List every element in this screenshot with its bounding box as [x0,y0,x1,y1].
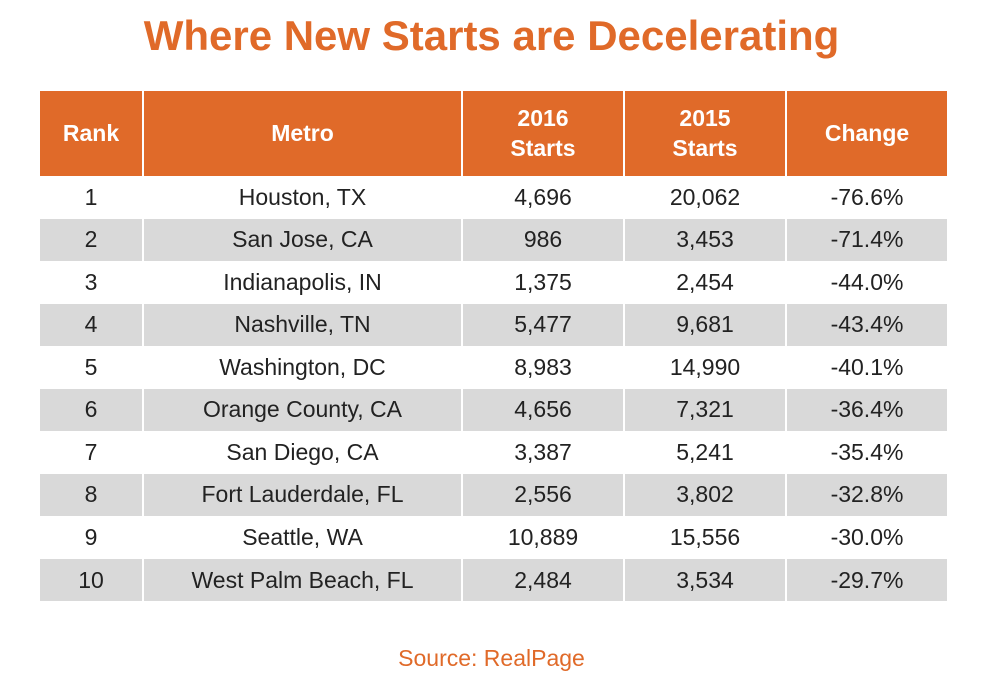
cell-metro: Nashville, TN [143,303,463,346]
cell-starts-2016: 2,556 [462,473,625,516]
table-header-row: Rank Metro 2016 Starts 2015 Starts Change [40,91,947,176]
table-row: 8 Fort Lauderdale, FL 2,556 3,802 -32.8% [40,473,947,516]
cell-starts-2015: 2,454 [624,260,787,304]
cell-rank: 1 [40,175,144,219]
cell-starts-2015: 15,556 [624,515,787,559]
cell-starts-2015: 14,990 [624,345,787,389]
cell-rank: 8 [40,473,144,516]
cell-metro: San Diego, CA [143,430,463,474]
cell-starts-2016: 4,656 [462,388,625,431]
cell-metro: Orange County, CA [143,388,463,431]
cell-starts-2016: 3,387 [462,430,625,474]
cell-rank: 7 [40,430,144,474]
cell-starts-2016: 8,983 [462,345,625,389]
cell-starts-2016: 4,696 [462,175,625,219]
cell-starts-2016: 5,477 [462,303,625,346]
cell-metro: Seattle, WA [143,515,463,559]
cell-rank: 4 [40,303,144,346]
cell-metro: San Jose, CA [143,218,463,261]
table-row: 7 San Diego, CA 3,387 5,241 -35.4% [40,430,947,474]
data-table: Rank Metro 2016 Starts 2015 Starts Change 1 Hou… [40,91,947,601]
cell-starts-2015: 3,802 [624,473,787,516]
cell-starts-2015: 9,681 [624,303,787,346]
cell-starts-2015: 7,321 [624,388,787,431]
cell-change: -71.4% [786,218,947,261]
cell-rank: 6 [40,388,144,431]
cell-change: -30.0% [786,515,947,559]
cell-change: -32.8% [786,473,947,516]
cell-starts-2015: 20,062 [624,175,787,219]
cell-change: -44.0% [786,260,947,304]
cell-starts-2015: 3,453 [624,218,787,261]
cell-rank: 2 [40,218,144,261]
table-row: 6 Orange County, CA 4,656 7,321 -36.4% [40,388,947,431]
table-row: 4 Nashville, TN 5,477 9,681 -43.4% [40,303,947,346]
cell-starts-2016: 10,889 [462,515,625,559]
cell-metro: Indianapolis, IN [143,260,463,304]
cell-starts-2015: 5,241 [624,430,787,474]
cell-starts-2015: 3,534 [624,558,787,601]
column-header-starts-2015: 2015 Starts [624,91,787,176]
table-row: 10 West Palm Beach, FL 2,484 3,534 -29.7% [40,558,947,601]
cell-change: -29.7% [786,558,947,601]
cell-rank: 5 [40,345,144,389]
table-row: 3 Indianapolis, IN 1,375 2,454 -44.0% [40,260,947,304]
column-header-rank: Rank [40,91,144,176]
table-row: 2 San Jose, CA 986 3,453 -71.4% [40,218,947,261]
source-caption: Source: RealPage [398,645,585,671]
cell-metro: West Palm Beach, FL [143,558,463,601]
cell-starts-2016: 2,484 [462,558,625,601]
cell-starts-2016: 1,375 [462,260,625,304]
cell-change: -76.6% [786,175,947,219]
column-header-starts-2016: 2016 Starts [462,91,625,176]
cell-rank: 9 [40,515,144,559]
cell-change: -43.4% [786,303,947,346]
cell-change: -40.1% [786,345,947,389]
column-header-change: Change [786,91,947,176]
cell-change: -35.4% [786,430,947,474]
cell-starts-2016: 986 [462,218,625,261]
table-body: 1 Houston, TX 4,696 20,062 -76.6% 2 San Jose, … [40,175,947,601]
table-row: 5 Washington, DC 8,983 14,990 -40.1% [40,345,947,389]
cell-change: -36.4% [786,388,947,431]
cell-rank: 3 [40,260,144,304]
column-header-metro: Metro [143,91,463,176]
cell-metro: Fort Lauderdale, FL [143,473,463,516]
cell-metro: Washington, DC [143,345,463,389]
table-row: 9 Seattle, WA 10,889 15,556 -30.0% [40,515,947,559]
page-title: Where New Starts are Decelerating [143,12,840,59]
table-row: 1 Houston, TX 4,696 20,062 -76.6% [40,175,947,219]
cell-rank: 10 [40,558,144,601]
cell-metro: Houston, TX [143,175,463,219]
